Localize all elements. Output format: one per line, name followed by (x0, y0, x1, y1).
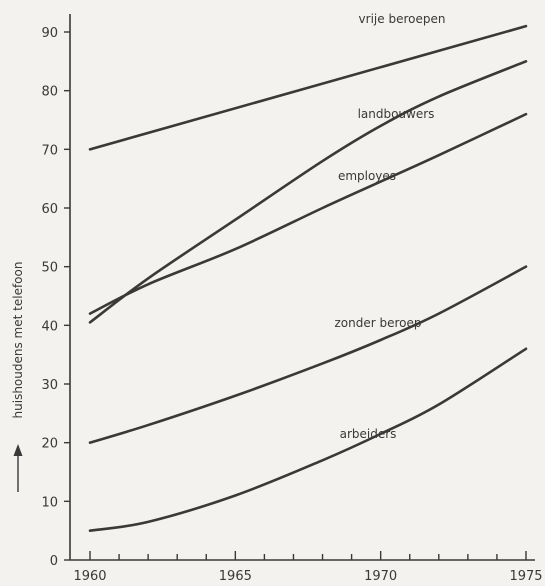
series-line-3 (88, 265, 528, 444)
x-tick-label: 1970 (364, 569, 397, 584)
y-tick-label: 90 (41, 26, 58, 41)
series-line-4 (88, 347, 528, 532)
y-tick-label: 50 (41, 261, 58, 276)
x-tick-label: 1965 (219, 569, 252, 584)
y-tick-label: 70 (41, 143, 58, 158)
series-labels: vrije beroepen landbouwers employes zonder … (334, 12, 445, 441)
y-tick-label: 30 (41, 378, 58, 393)
y-ticks: 0 10 20 30 40 50 60 70 80 90 (41, 26, 70, 569)
y-tick-label: 0 (50, 554, 58, 569)
x-tick-label: 1975 (509, 569, 542, 584)
y-axis-title: huishoudens met telefoon (11, 262, 25, 419)
y-tick-label: 80 (41, 85, 58, 100)
y-tick-label: 60 (41, 202, 58, 217)
series-label: vrije beroepen (359, 12, 446, 26)
series-lines (88, 24, 528, 532)
y-tick-label: 40 (41, 319, 58, 334)
series-label: arbeiders (340, 427, 397, 441)
series-line-0 (88, 24, 528, 151)
x-ticks: 1960 1965 1970 1975 (73, 551, 543, 584)
x-tick-label: 1960 (73, 569, 106, 584)
series-label: zonder beroep (334, 316, 421, 330)
series-label: employes (338, 169, 396, 183)
up-arrow-icon (13, 444, 23, 492)
series-line-2 (88, 112, 528, 315)
y-axis-title-group: huishoudens met telefoon (11, 262, 25, 492)
series-line-1 (88, 60, 528, 324)
series-label: landbouwers (358, 107, 435, 121)
y-tick-label: 20 (41, 437, 58, 452)
y-tick-label: 10 (41, 495, 58, 510)
